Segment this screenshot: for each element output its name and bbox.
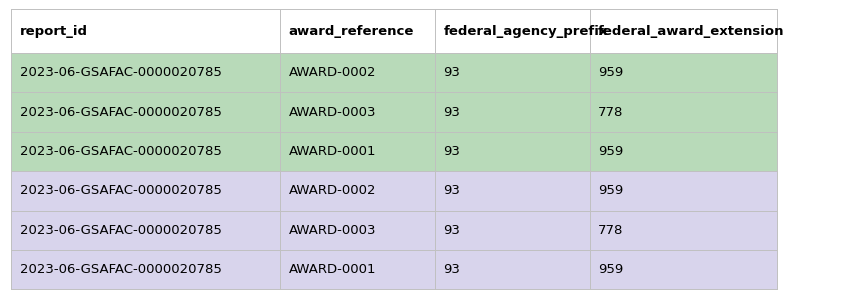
Text: 2023-06-GSAFAC-0000020785: 2023-06-GSAFAC-0000020785 bbox=[20, 66, 222, 79]
Text: 2023-06-GSAFAC-0000020785: 2023-06-GSAFAC-0000020785 bbox=[20, 185, 222, 197]
Text: AWARD-0003: AWARD-0003 bbox=[289, 224, 377, 237]
Text: AWARD-0002: AWARD-0002 bbox=[289, 185, 377, 197]
Text: federal_agency_prefix: federal_agency_prefix bbox=[444, 25, 608, 38]
Text: 93: 93 bbox=[444, 66, 460, 79]
Text: 959: 959 bbox=[598, 185, 623, 197]
Text: 93: 93 bbox=[444, 263, 460, 276]
Text: 93: 93 bbox=[444, 224, 460, 237]
Bar bbox=[11, 53, 777, 92]
Text: 959: 959 bbox=[598, 66, 623, 79]
Text: award_reference: award_reference bbox=[289, 25, 414, 38]
Bar bbox=[11, 171, 777, 211]
Text: 2023-06-GSAFAC-0000020785: 2023-06-GSAFAC-0000020785 bbox=[20, 145, 222, 158]
Text: 2023-06-GSAFAC-0000020785: 2023-06-GSAFAC-0000020785 bbox=[20, 224, 222, 237]
Text: 959: 959 bbox=[598, 263, 623, 276]
Text: 778: 778 bbox=[598, 224, 623, 237]
Bar bbox=[11, 132, 777, 171]
Text: AWARD-0001: AWARD-0001 bbox=[289, 145, 377, 158]
Text: 93: 93 bbox=[444, 106, 460, 118]
Text: report_id: report_id bbox=[20, 25, 88, 38]
Text: federal_award_extension: federal_award_extension bbox=[598, 25, 785, 38]
Text: 93: 93 bbox=[444, 185, 460, 197]
Text: 778: 778 bbox=[598, 106, 623, 118]
Text: 2023-06-GSAFAC-0000020785: 2023-06-GSAFAC-0000020785 bbox=[20, 263, 222, 276]
Text: 93: 93 bbox=[444, 145, 460, 158]
Bar bbox=[11, 9, 777, 53]
Text: AWARD-0002: AWARD-0002 bbox=[289, 66, 377, 79]
Text: AWARD-0003: AWARD-0003 bbox=[289, 106, 377, 118]
Bar bbox=[11, 250, 777, 289]
Text: AWARD-0001: AWARD-0001 bbox=[289, 263, 377, 276]
Text: 2023-06-GSAFAC-0000020785: 2023-06-GSAFAC-0000020785 bbox=[20, 106, 222, 118]
Text: 959: 959 bbox=[598, 145, 623, 158]
Bar bbox=[11, 92, 777, 132]
Bar bbox=[11, 211, 777, 250]
